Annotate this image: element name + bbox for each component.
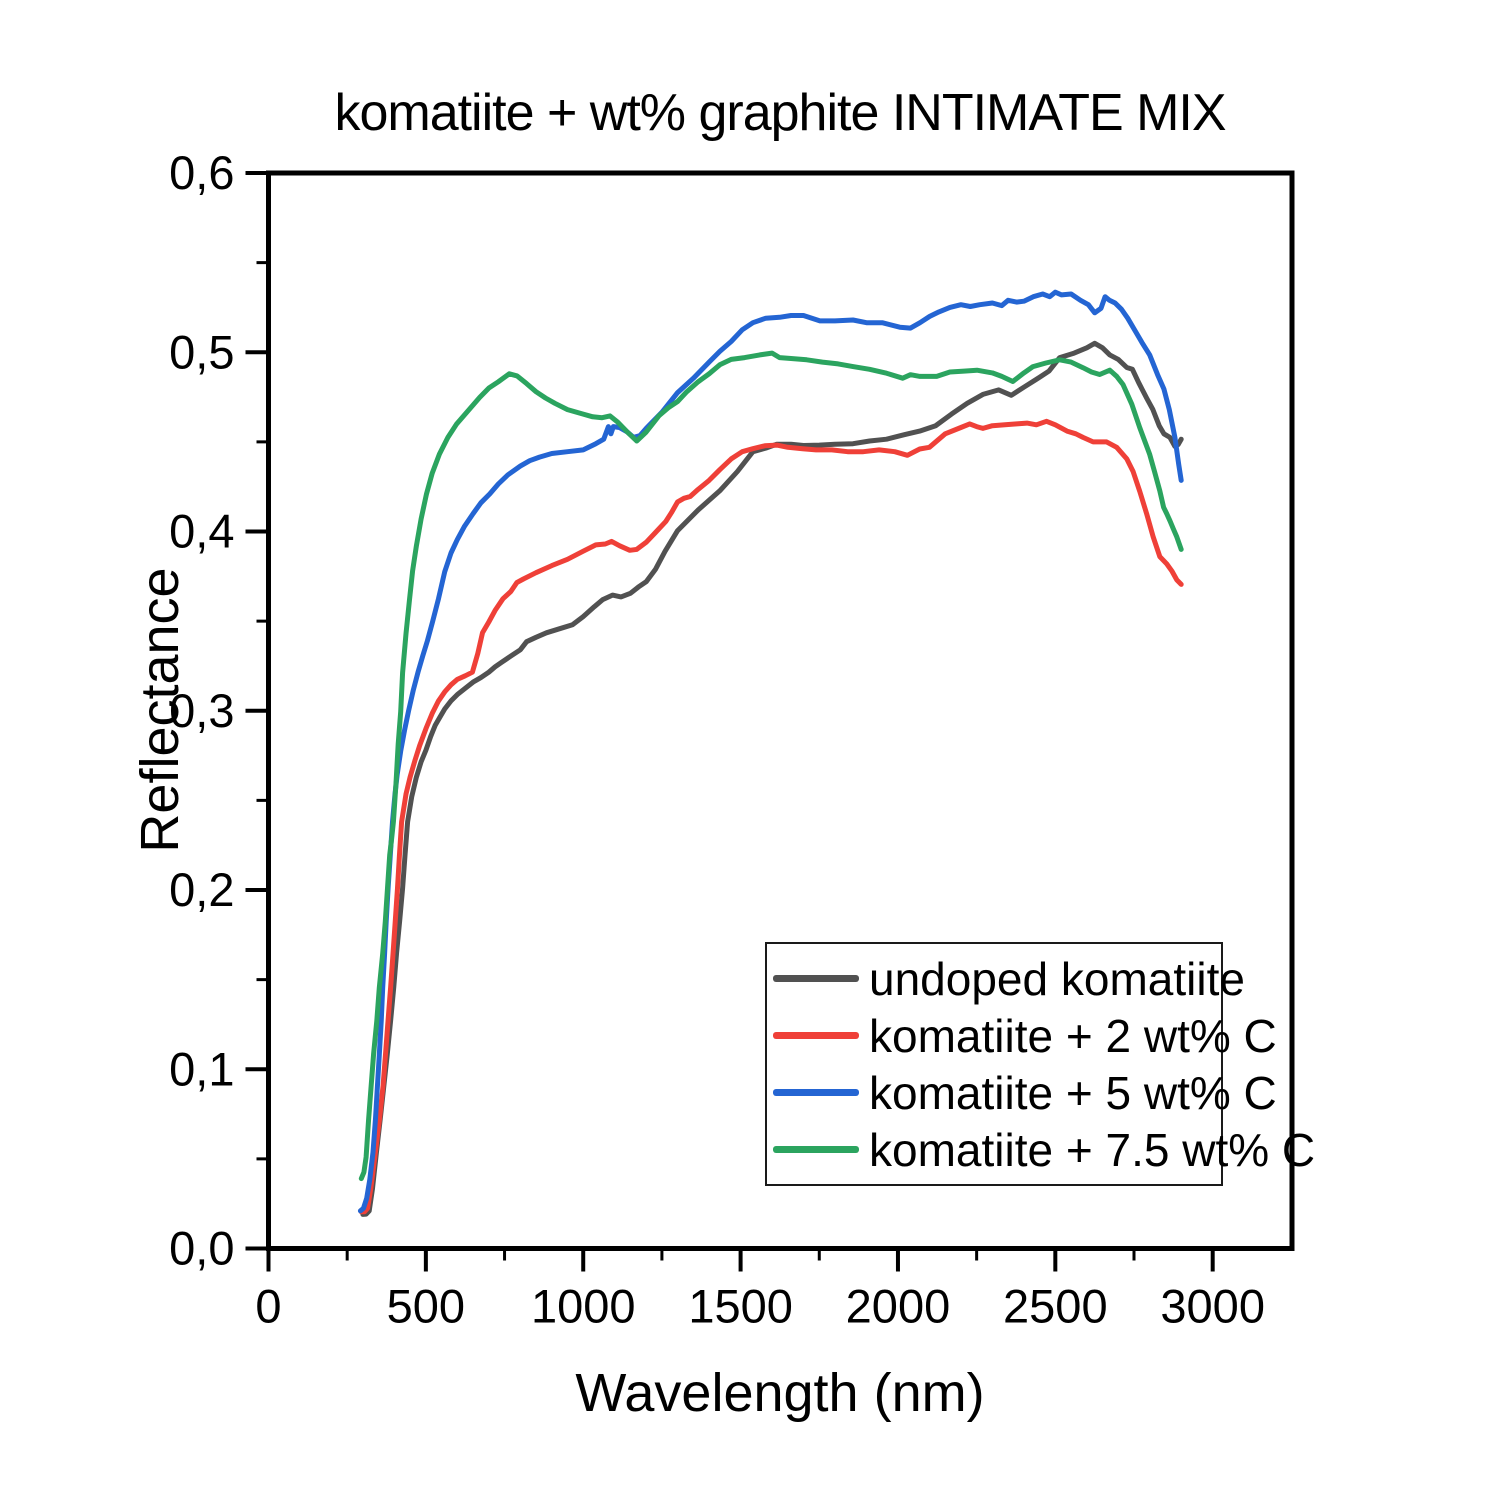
x-tick-label: 3000	[1160, 1280, 1265, 1333]
y-tick-label: 0,4	[169, 505, 234, 558]
legend-line-swatch	[773, 1032, 859, 1039]
x-tick-label: 1500	[688, 1280, 793, 1333]
series-line-2	[357, 289, 1184, 1214]
x-tick-label: 1000	[531, 1280, 636, 1333]
legend-line-swatch	[773, 1146, 859, 1153]
legend-line-swatch	[773, 975, 859, 982]
y-tick-label: 0,0	[169, 1222, 234, 1275]
legend-item-undoped-komatiite: undoped komatiite	[773, 956, 1245, 1002]
legend-box: undoped komatiite komatiite + 2 wt% C ko…	[765, 942, 1315, 1186]
y-tick-label: 0,2	[169, 863, 234, 916]
legend-item-komatiite-7p5wt: komatiite + 7.5 wt% C	[773, 1127, 1315, 1173]
legend-item-komatiite-5wt: komatiite + 5 wt% C	[773, 1070, 1277, 1116]
y-tick-label: 0,1	[169, 1042, 234, 1095]
legend-item-komatiite-2wt: komatiite + 2 wt% C	[773, 1013, 1277, 1059]
legend-line-swatch	[773, 1089, 859, 1096]
y-tick-label: 0,3	[169, 684, 234, 737]
series-line-3	[358, 350, 1184, 1182]
x-tick-label: 2500	[1003, 1280, 1108, 1333]
legend-label: komatiite + 7.5 wt% C	[869, 1123, 1316, 1176]
legend-label: komatiite + 5 wt% C	[869, 1066, 1277, 1119]
y-tick-label: 0,6	[169, 146, 234, 199]
y-tick-label: 0,5	[169, 325, 234, 378]
chart-title: komatiite + wt% graphite INTIMATE MIX	[334, 84, 1226, 142]
legend-label: komatiite + 2 wt% C	[869, 1009, 1277, 1062]
y-axis-title-text: Reflectance	[130, 567, 190, 853]
series-line-1	[358, 418, 1184, 1215]
x-tick-label: 2000	[846, 1280, 951, 1333]
legend-label: undoped komatiite	[869, 952, 1245, 1005]
series-line-0	[360, 340, 1184, 1217]
x-tick-label: 0	[255, 1280, 281, 1333]
x-tick-label: 500	[387, 1280, 465, 1333]
x-axis-title: Wavelength (nm)	[575, 1363, 985, 1423]
